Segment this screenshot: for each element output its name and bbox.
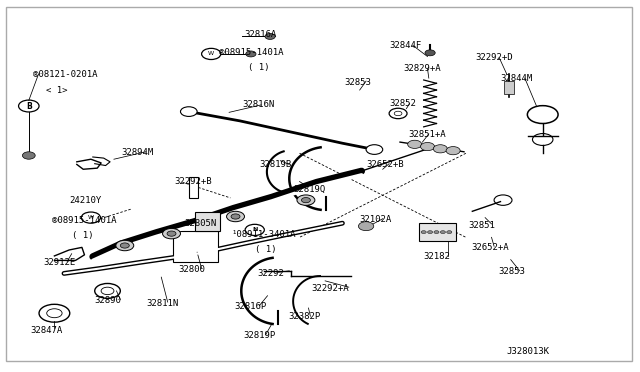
Text: 32816A: 32816A	[244, 30, 276, 39]
Bar	[504, 81, 514, 94]
Text: ®08915-1401A: ®08915-1401A	[52, 216, 117, 225]
Circle shape	[366, 145, 383, 154]
Circle shape	[167, 231, 176, 236]
Circle shape	[358, 222, 374, 231]
Text: 32819B: 32819B	[259, 160, 291, 169]
Circle shape	[163, 228, 180, 239]
Circle shape	[265, 33, 275, 39]
Text: 32853: 32853	[344, 78, 371, 87]
Text: < 1>: < 1>	[46, 86, 68, 94]
Bar	[419, 223, 456, 241]
Text: 32292+A: 32292+A	[311, 284, 349, 293]
Circle shape	[180, 107, 197, 116]
Circle shape	[433, 145, 447, 153]
Text: 32890: 32890	[95, 296, 122, 305]
Circle shape	[227, 211, 244, 222]
Text: 32652+A: 32652+A	[471, 243, 509, 252]
Circle shape	[434, 231, 439, 234]
Text: 32292: 32292	[257, 269, 284, 278]
Text: 32894M: 32894M	[122, 148, 154, 157]
Text: 32102A: 32102A	[360, 215, 392, 224]
FancyBboxPatch shape	[6, 7, 632, 361]
Circle shape	[120, 243, 129, 248]
Text: W: W	[88, 215, 94, 220]
Text: 32816N: 32816N	[242, 100, 274, 109]
Circle shape	[425, 50, 435, 56]
Circle shape	[447, 231, 452, 234]
Text: 32182: 32182	[424, 252, 451, 261]
Circle shape	[231, 214, 240, 219]
Text: 32912E: 32912E	[44, 258, 76, 267]
Circle shape	[246, 51, 256, 57]
Text: 32816P: 32816P	[234, 302, 266, 311]
Text: W: W	[208, 51, 214, 57]
Text: 32851+A: 32851+A	[408, 130, 446, 139]
Text: 32382P: 32382P	[288, 312, 320, 321]
Text: 32844M: 32844M	[500, 74, 532, 83]
Circle shape	[116, 240, 134, 251]
Text: N: N	[252, 227, 257, 232]
Text: B: B	[26, 102, 31, 110]
Text: 32852: 32852	[389, 99, 416, 108]
Text: ( 1): ( 1)	[248, 63, 270, 72]
Bar	[189, 177, 198, 198]
Circle shape	[420, 142, 435, 151]
Text: 32851: 32851	[468, 221, 495, 230]
Text: 32292+B: 32292+B	[174, 177, 212, 186]
Text: 32819Q: 32819Q	[293, 185, 325, 194]
Text: ( 1): ( 1)	[255, 245, 276, 254]
Circle shape	[440, 231, 445, 234]
Text: ( 1): ( 1)	[72, 231, 93, 240]
Text: 32800: 32800	[178, 265, 205, 274]
Circle shape	[428, 231, 433, 234]
Circle shape	[297, 195, 315, 205]
Circle shape	[446, 147, 460, 155]
Circle shape	[22, 152, 35, 159]
Text: 32847A: 32847A	[31, 326, 63, 335]
Text: J328013K: J328013K	[507, 347, 550, 356]
Circle shape	[408, 140, 422, 148]
Text: 32844F: 32844F	[389, 41, 421, 50]
Text: 32652+B: 32652+B	[366, 160, 404, 169]
Bar	[173, 231, 218, 262]
Circle shape	[421, 231, 426, 234]
Text: 32853: 32853	[498, 267, 525, 276]
Text: ®08121-0201A: ®08121-0201A	[33, 70, 98, 79]
Text: 32292+D: 32292+D	[475, 53, 513, 62]
Text: ®08915-1401A: ®08915-1401A	[219, 48, 284, 57]
Text: 32805N: 32805N	[184, 219, 216, 228]
Text: 32811N: 32811N	[146, 299, 178, 308]
Bar	[195, 212, 220, 231]
Text: 32829+A: 32829+A	[403, 64, 441, 73]
Circle shape	[301, 198, 310, 203]
Text: ¹08911-3401A: ¹08911-3401A	[232, 230, 296, 239]
Text: 24210Y: 24210Y	[69, 196, 101, 205]
Text: 32819P: 32819P	[243, 331, 275, 340]
